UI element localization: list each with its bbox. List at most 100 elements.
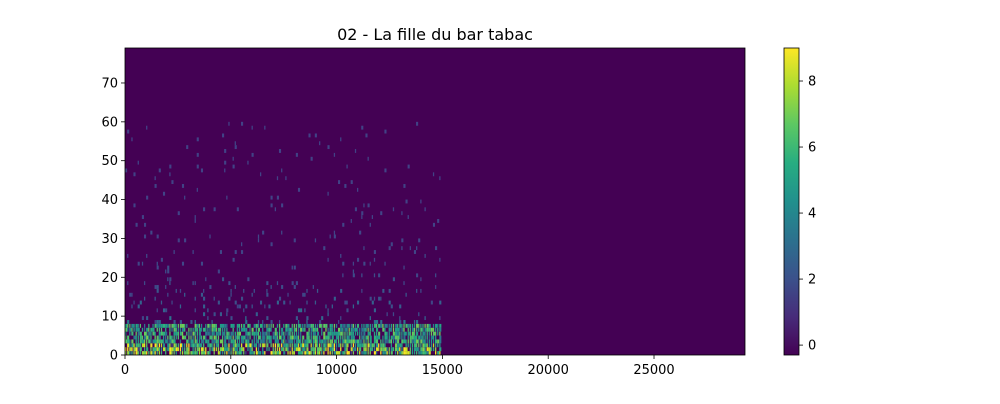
heatmap-cell [190,327,192,332]
heatmap-cell [344,339,347,344]
heatmap-cell [215,331,218,336]
heatmap-cell [143,335,147,340]
heatmap-cell [354,149,357,153]
heatmap-cell [192,339,194,344]
heatmap-cell [312,351,315,355]
heatmap-cell [139,351,142,355]
heatmap-cell [200,327,203,332]
heatmap-cell [211,347,214,352]
heatmap-cell [437,323,439,328]
heatmap-cell [428,339,430,344]
heatmap-cell [230,316,233,321]
heatmap-cell [165,331,168,336]
heatmap-frame [124,47,746,356]
heatmap-cell [270,339,272,344]
heatmap-cell [234,347,237,352]
heatmap-cell [226,323,228,328]
heatmap-cell [310,335,312,340]
heatmap-cell [245,339,248,344]
heatmap-cell [327,145,330,150]
heatmap-cell [363,351,366,355]
heatmap-cell [291,281,294,286]
heatmap-cell [146,125,148,130]
heatmap-cell [310,156,313,161]
heatmap-cell [139,331,142,336]
heatmap-cell [209,335,212,340]
heatmap-cell [160,327,163,332]
heatmap-cell [384,335,387,340]
heatmap-cell [135,222,138,227]
heatmap-cell [302,335,305,340]
heatmap-cell [139,347,142,352]
heatmap-cell [384,323,387,328]
heatmap-cell [240,335,244,340]
heatmap-cell [194,347,196,352]
heatmap-cell [283,331,285,336]
heatmap-cell [146,316,149,321]
heatmap-cell [394,331,398,336]
heatmap-cell [139,323,142,328]
heatmap-cell [173,327,176,332]
heatmap-cell [224,168,226,173]
heatmap-cell [205,323,207,328]
heatmap-cell [240,296,244,301]
heatmap-cell [319,335,321,340]
heatmap-cell [359,351,361,355]
heatmap-cell [188,335,190,340]
heatmap-cell [222,323,225,328]
heatmap-cell [291,265,293,270]
heatmap-cell [342,222,345,227]
heatmap-cell [390,242,393,247]
heatmap-cell [293,347,296,352]
heatmap-cell [247,331,250,336]
heatmap-cell [268,304,271,309]
heatmap-cell [331,347,334,352]
heatmap-cell [333,234,336,239]
heatmap-cell [310,351,312,355]
heatmap-cell [219,347,223,352]
heatmap-cell [363,327,366,332]
heatmap-cell [137,331,140,336]
heatmap-cell [344,331,346,336]
heatmap-cell [226,343,228,348]
heatmap-cell [266,316,269,321]
heatmap-cell [127,335,130,340]
heatmap-cell [209,331,211,336]
heatmap-cell [426,351,429,355]
heatmap-cell [257,339,260,344]
heatmap-cell [306,335,309,340]
heatmap-cell [240,250,244,254]
heatmap-cell [228,121,230,126]
heatmap-cell [335,331,339,336]
heatmap-cell [321,347,323,352]
heatmap-cell [293,323,295,328]
heatmap-cell [133,343,135,348]
heatmap-cell [399,320,402,324]
heatmap-cell [399,335,401,340]
heatmap-cell [293,265,296,270]
heatmap-cell [156,265,159,270]
heatmap-cell [158,327,161,332]
heatmap-cell [338,180,341,185]
heatmap-cell [312,335,315,340]
heatmap-cell [342,331,344,336]
heatmap-cell [211,320,213,324]
heatmap-cell [217,331,220,336]
heatmap-cell [167,265,170,270]
heatmap-cell [133,172,136,177]
heatmap-cell [236,343,239,348]
heatmap-cell [190,351,193,355]
heatmap-cell [380,320,383,324]
heatmap-cell [129,339,131,344]
heatmap-cell [420,335,423,340]
heatmap-cell [321,351,323,355]
heatmap-cell [352,273,355,278]
heatmap-cell [325,343,327,348]
heatmap-cell [375,327,379,332]
heatmap-cell [369,222,371,227]
heatmap-cell [392,331,395,336]
heatmap-cell [232,164,235,169]
heatmap-cell [331,327,333,332]
heatmap-cell [245,335,247,340]
heatmap-cell [169,316,172,321]
